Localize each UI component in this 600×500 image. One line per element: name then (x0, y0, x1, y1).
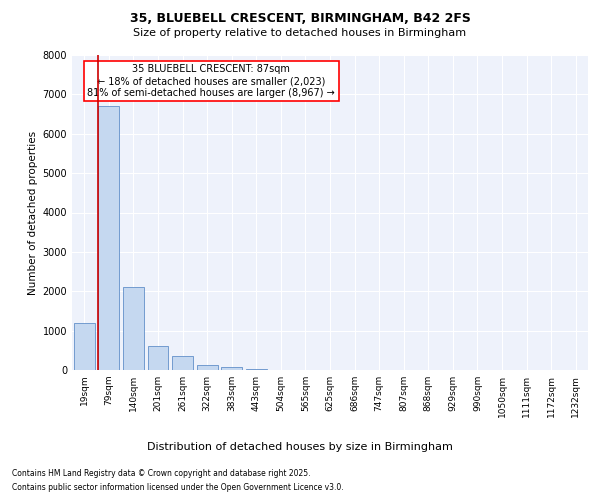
Text: Contains HM Land Registry data © Crown copyright and database right 2025.: Contains HM Land Registry data © Crown c… (12, 468, 311, 477)
Text: 35, BLUEBELL CRESCENT, BIRMINGHAM, B42 2FS: 35, BLUEBELL CRESCENT, BIRMINGHAM, B42 2… (130, 12, 470, 26)
Bar (197, 365, 218, 370)
Bar (74, 323, 95, 370)
Text: 35 BLUEBELL CRESCENT: 87sqm
← 18% of detached houses are smaller (2,023)
81% of : 35 BLUEBELL CRESCENT: 87sqm ← 18% of det… (88, 64, 335, 98)
Y-axis label: Number of detached properties: Number of detached properties (28, 130, 38, 294)
Bar (221, 367, 242, 370)
Text: Distribution of detached houses by size in Birmingham: Distribution of detached houses by size … (147, 442, 453, 452)
Bar (172, 356, 193, 370)
Bar (148, 346, 169, 370)
Bar (98, 106, 119, 370)
Bar (123, 288, 144, 370)
Text: Size of property relative to detached houses in Birmingham: Size of property relative to detached ho… (133, 28, 467, 38)
Text: Contains public sector information licensed under the Open Government Licence v3: Contains public sector information licen… (12, 484, 344, 492)
Bar (246, 369, 267, 370)
